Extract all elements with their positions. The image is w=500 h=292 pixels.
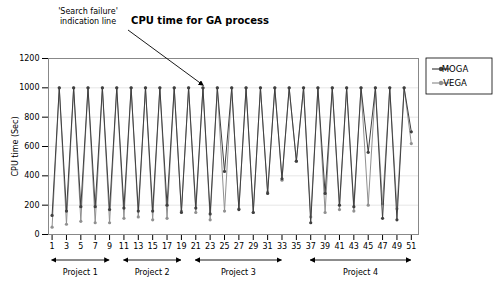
svg-text:Project 1: Project 1 bbox=[63, 268, 98, 277]
svg-text:29: 29 bbox=[248, 242, 258, 251]
svg-text:800: 800 bbox=[24, 113, 39, 122]
svg-text:3: 3 bbox=[64, 242, 69, 251]
svg-text:7: 7 bbox=[93, 242, 98, 251]
svg-text:400: 400 bbox=[24, 171, 39, 180]
svg-text:600: 600 bbox=[24, 142, 39, 151]
svg-text:200: 200 bbox=[24, 201, 39, 210]
svg-text:37: 37 bbox=[306, 242, 316, 251]
svg-text:27: 27 bbox=[234, 242, 244, 251]
svg-text:51: 51 bbox=[406, 242, 416, 251]
svg-text:19: 19 bbox=[176, 242, 186, 251]
svg-text:Project 3: Project 3 bbox=[221, 268, 256, 277]
svg-text:43: 43 bbox=[349, 242, 359, 251]
svg-text:23: 23 bbox=[205, 242, 215, 251]
svg-text:CPU time for GA process: CPU time for GA process bbox=[131, 15, 269, 26]
svg-text:45: 45 bbox=[363, 242, 373, 251]
svg-text:'Search failure'indication lin: 'Search failure'indication line bbox=[58, 7, 118, 26]
svg-text:1000: 1000 bbox=[19, 83, 39, 92]
svg-text:Project 4: Project 4 bbox=[343, 268, 378, 277]
svg-text:1: 1 bbox=[50, 242, 55, 251]
svg-text:35: 35 bbox=[291, 242, 301, 251]
svg-text:25: 25 bbox=[219, 242, 229, 251]
svg-text:15: 15 bbox=[148, 242, 158, 251]
svg-text:49: 49 bbox=[392, 242, 402, 251]
svg-text:21: 21 bbox=[191, 242, 201, 251]
svg-text:Project 2: Project 2 bbox=[135, 268, 170, 277]
svg-text:MOGA: MOGA bbox=[442, 64, 469, 74]
svg-text:11: 11 bbox=[119, 242, 129, 251]
svg-text:47: 47 bbox=[377, 242, 387, 251]
svg-text:13: 13 bbox=[133, 242, 143, 251]
svg-text:0: 0 bbox=[34, 230, 39, 239]
svg-text:31: 31 bbox=[263, 242, 273, 251]
svg-text:VEGA: VEGA bbox=[443, 78, 467, 88]
svg-text:33: 33 bbox=[277, 242, 287, 251]
svg-text:CPU time (Sec): CPU time (Sec) bbox=[11, 116, 20, 176]
svg-text:5: 5 bbox=[78, 242, 83, 251]
svg-text:1200: 1200 bbox=[19, 54, 39, 63]
svg-text:39: 39 bbox=[320, 242, 330, 251]
svg-text:17: 17 bbox=[162, 242, 172, 251]
svg-text:9: 9 bbox=[107, 242, 112, 251]
svg-text:41: 41 bbox=[334, 242, 344, 251]
